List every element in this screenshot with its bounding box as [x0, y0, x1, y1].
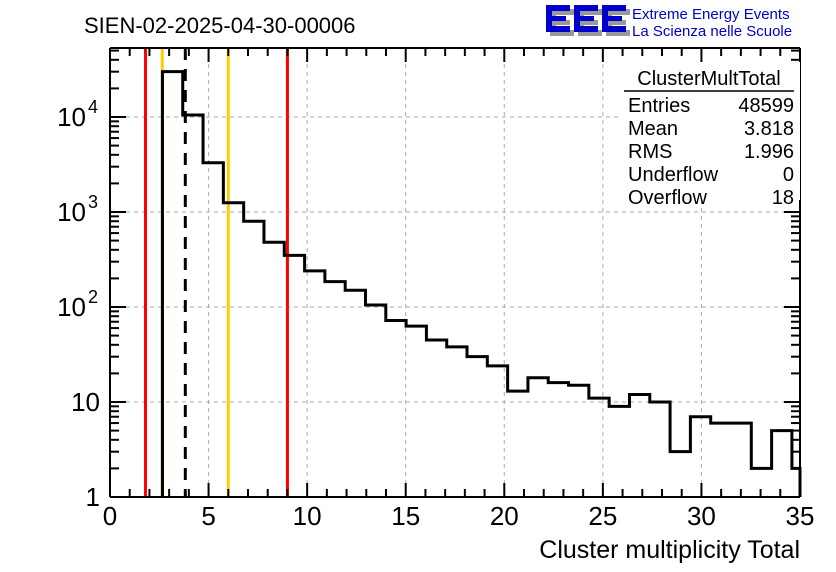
y-tick-label: 1 [86, 482, 100, 512]
stats-box-title: ClusterMultTotal [637, 68, 780, 90]
stats-row-value: 48599 [738, 95, 794, 117]
stats-row-label: RMS [628, 141, 672, 163]
x-axis-title: Cluster multiplicity Total [539, 536, 800, 564]
stats-row-value: 0 [783, 164, 794, 186]
x-tick-label: 25 [588, 501, 617, 531]
histogram-outline [160, 70, 802, 497]
stats-row-label: Mean [628, 118, 678, 140]
y-tick-label: 10 [57, 102, 86, 132]
x-tick-label: 35 [786, 501, 815, 531]
y-tick-label-exponent: 3 [88, 192, 98, 212]
y-tick-label-exponent: 2 [88, 287, 98, 307]
y-tick-label: 10 [57, 197, 86, 227]
x-tick-label: 30 [687, 501, 716, 531]
x-tick-label: 20 [490, 501, 519, 531]
x-tick-label: 0 [103, 501, 117, 531]
x-tick-label: 10 [293, 501, 322, 531]
stats-row-label: Underflow [628, 164, 719, 186]
y-tick-label: 10 [57, 292, 86, 322]
stats-row-value: 3.818 [744, 118, 794, 140]
logo-line1: Extreme Energy Events [632, 6, 790, 23]
eee-logo: Extreme Energy Events La Scienza nelle S… [540, 2, 832, 42]
eee-logo-mark [546, 5, 630, 36]
eee-logo-svg: Extreme Energy Events La Scienza nelle S… [546, 5, 792, 40]
axis-ticks [109, 48, 801, 498]
y-tick-label: 10 [71, 387, 100, 417]
stats-box: ClusterMultTotal Entries 48599 Mean 3.818 RM… [618, 62, 800, 209]
page-title: SIEN-02-2025-04-30-00006 [84, 13, 356, 38]
stats-row-value: 1.996 [744, 141, 794, 163]
x-tick-label: 15 [391, 501, 420, 531]
logo-line2: La Scienza nelle Scuole [632, 23, 792, 40]
y-tick-label-exponent: 4 [88, 97, 98, 117]
stats-row-label: Overflow [628, 187, 707, 209]
stats-box-bg [618, 62, 800, 200]
x-tick-label: 5 [201, 501, 215, 531]
stats-row-label: Entries [628, 95, 690, 117]
stats-row-value: 18 [772, 187, 794, 209]
marker-lines [143, 48, 289, 497]
x-axis-tick-labels: 0 5 10 15 20 25 30 35 [103, 501, 815, 531]
